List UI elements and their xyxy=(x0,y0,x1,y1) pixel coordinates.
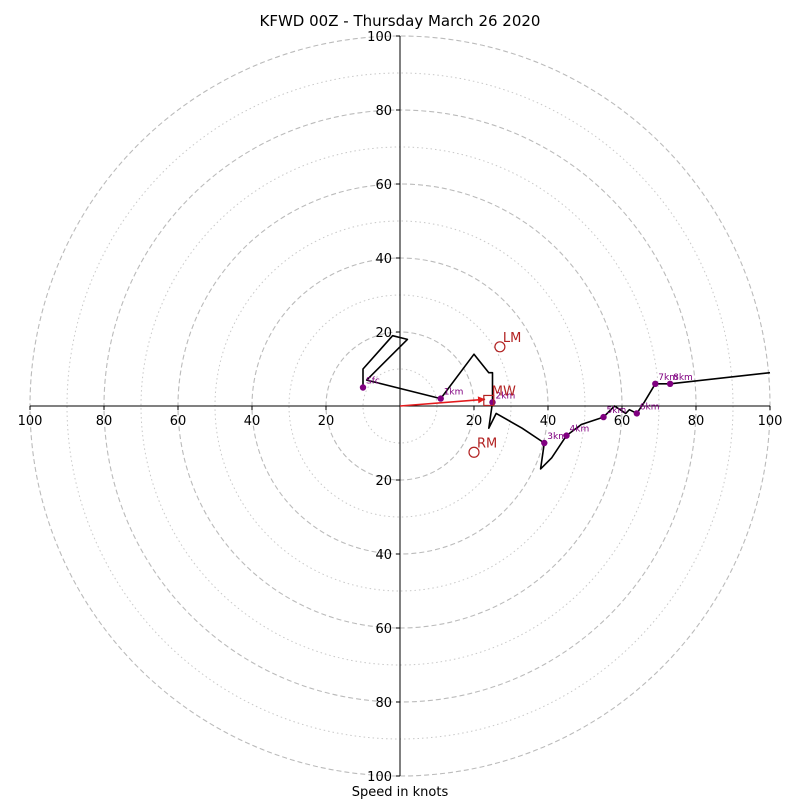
height-marker-7km xyxy=(652,380,659,387)
height-marker-label: 2km xyxy=(496,391,516,401)
x-tick-label: 20 xyxy=(466,414,483,429)
y-tick-label: 60 xyxy=(375,622,392,637)
y-tick-label: 20 xyxy=(375,474,392,489)
storm-label-lm: LM xyxy=(503,331,521,346)
storm-label-mw: MW xyxy=(492,384,516,399)
y-tick-label: 80 xyxy=(375,696,392,711)
x-tick-label: 40 xyxy=(540,414,557,429)
height-marker-label: 5km xyxy=(607,406,627,416)
x-tick-label: 80 xyxy=(96,414,113,429)
y-tick-label: 20 xyxy=(375,326,392,341)
height-marker-5km xyxy=(600,413,607,421)
height-marker-6km xyxy=(633,410,640,417)
height-marker-3km xyxy=(541,439,548,447)
height-marker-label: 6km xyxy=(640,402,660,412)
height-marker-label: 8km xyxy=(673,373,693,383)
y-tick-label: 100 xyxy=(367,30,392,45)
height-marker-sfc xyxy=(359,384,367,391)
storm-motion-markers: LM MW RM xyxy=(399,331,521,458)
storm-label-rm: RM xyxy=(477,436,497,451)
x-axis-title: Speed in knots xyxy=(352,785,449,800)
x-tick-label: 100 xyxy=(758,414,783,429)
height-marker-1km xyxy=(437,395,444,402)
height-marker-label: 4km xyxy=(570,425,590,435)
height-marker-label: 3km xyxy=(547,432,567,442)
hodograph-line xyxy=(362,334,771,470)
y-tick-label: 40 xyxy=(375,252,392,267)
y-tick-label: 60 xyxy=(375,178,392,193)
x-tick-label: 40 xyxy=(244,414,261,429)
storm-motion-vector xyxy=(399,398,486,407)
storm-marker-rm xyxy=(468,446,480,458)
x-tick-label: 100 xyxy=(18,414,43,429)
tick-labels: 100 80 60 40 20 20 40 60 80 100 100 80 60 40 20 20 40 60 8… xyxy=(18,30,783,785)
height-marker-label: 1km xyxy=(444,388,464,398)
chart-title: KFWD 00Z - Thursday March 26 2020 xyxy=(260,12,541,30)
y-tick-label: 80 xyxy=(375,104,392,119)
storm-marker-lm xyxy=(494,341,506,353)
y-tick-label: 40 xyxy=(375,548,392,563)
x-tick-label: 20 xyxy=(318,414,335,429)
hodograph-series xyxy=(362,334,771,470)
height-marker-label: Sfc xyxy=(366,377,380,387)
x-tick-label: 60 xyxy=(614,414,631,429)
x-tick-label: 80 xyxy=(688,414,705,429)
y-tick-label: 100 xyxy=(367,770,392,785)
storm-marker-mw xyxy=(483,394,495,407)
height-marker-4km xyxy=(563,432,570,439)
height-marker-label: 7km xyxy=(658,373,678,383)
vector-arrowhead xyxy=(477,396,486,404)
x-tick-label: 60 xyxy=(170,414,187,429)
height-marker-8km xyxy=(666,380,674,387)
